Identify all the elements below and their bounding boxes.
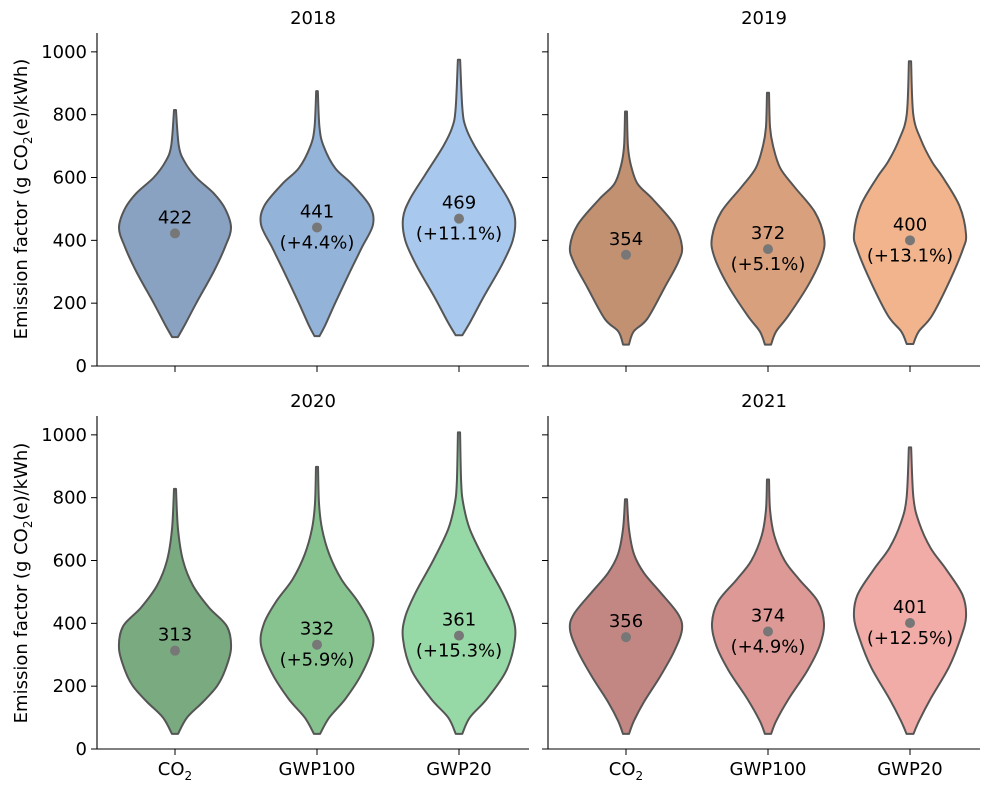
violin-2018-GWP100 [259, 90, 375, 338]
chart-title: 2020 [290, 391, 336, 412]
percent-change-label: (+12.5%) [867, 628, 953, 649]
violin-2020-CO2 [117, 487, 233, 735]
chart-panel-2021: 2021 CO2 GWP100 GWP20 356 374 (+4.9%) 401 (+12.5… [542, 391, 980, 783]
y-tick-label: 1000 [41, 425, 87, 446]
percent-change-label: (+5.9%) [280, 650, 355, 671]
y-tick-label: 200 [53, 676, 87, 697]
chart-panel-2020: 2020 0 200 400 600 800 1000 CO2 GWP100 GWP20 313 33… [41, 391, 529, 783]
y-tick-label: 0 [76, 739, 87, 760]
chart-title: 2018 [290, 8, 336, 29]
y-tick-label: 800 [53, 488, 87, 509]
median-point [763, 244, 773, 255]
violin-2021-GWP20 [852, 446, 968, 735]
percent-change-label: (+13.1%) [867, 245, 953, 266]
percent-change-label: (+4.4%) [280, 232, 355, 253]
violin-2019-CO2 [568, 110, 684, 346]
median-label: 441 [300, 201, 334, 222]
median-point [170, 645, 180, 656]
y-tick-label: 600 [53, 168, 87, 189]
median-point [763, 626, 773, 637]
violin-2020-GWP20 [401, 431, 517, 735]
y-tick-label: 200 [53, 293, 87, 314]
x-tick-label: GWP20 [426, 759, 492, 780]
x-tick-label: CO2 [609, 759, 643, 783]
median-label: 400 [893, 214, 927, 235]
median-point [170, 228, 180, 239]
median-label: 361 [442, 610, 476, 631]
median-label: 332 [300, 619, 334, 640]
median-label: 356 [609, 611, 643, 632]
x-tick-label: CO2 [158, 759, 192, 783]
median-point [454, 630, 464, 641]
x-tick-label: GWP100 [279, 759, 356, 780]
median-label: 374 [751, 606, 785, 627]
chart-title: 2021 [741, 391, 787, 412]
violin-2018-CO2 [118, 108, 232, 339]
y-tick-label: 1000 [41, 42, 87, 63]
median-point [454, 213, 464, 224]
violin-2019-GWP20 [852, 60, 968, 346]
y-axis-label-top: Emission factor (g CO2(e)/kWh) [11, 59, 35, 340]
chart-panel-2018: 2018 0 200 400 600 800 1000 422 441 (+4.4%) 469 (+1… [41, 8, 529, 377]
y-tick-label: 800 [53, 105, 87, 126]
percent-change-label: (+4.9%) [731, 637, 806, 658]
median-label: 313 [158, 625, 192, 646]
chart-panel-2019: 2019 354 372 (+5.1%) 400 (+13.1%) [542, 8, 980, 372]
y-tick-label: 600 [53, 551, 87, 572]
percent-change-label: (+11.1%) [416, 224, 502, 245]
percent-change-label: (+5.1%) [731, 254, 806, 275]
violin-2018-GWP20 [401, 58, 517, 337]
violin-2020-GWP100 [259, 465, 375, 735]
percent-change-label: (+15.3%) [416, 641, 502, 662]
x-tick-label: GWP20 [877, 759, 943, 780]
median-label: 372 [751, 223, 785, 244]
median-label: 422 [158, 207, 192, 228]
violin-2021-GWP100 [710, 478, 826, 735]
median-point [905, 235, 915, 246]
y-tick-label: 400 [53, 230, 87, 251]
median-label: 401 [893, 597, 927, 618]
y-tick-label: 0 [76, 356, 87, 377]
y-tick-label: 400 [53, 613, 87, 634]
x-tick-label: GWP100 [730, 759, 807, 780]
median-point [621, 632, 631, 643]
median-point [621, 249, 631, 260]
median-label: 469 [442, 193, 476, 214]
median-label: 354 [609, 229, 643, 250]
median-point [312, 222, 322, 233]
chart-title: 2019 [741, 8, 787, 29]
y-axis-label-bottom: Emission factor (g CO2(e)/kWh) [11, 443, 35, 724]
median-point [905, 618, 915, 629]
median-point [312, 639, 322, 650]
violin-2019-GWP100 [710, 91, 826, 346]
violin-2021-CO2 [568, 498, 684, 735]
